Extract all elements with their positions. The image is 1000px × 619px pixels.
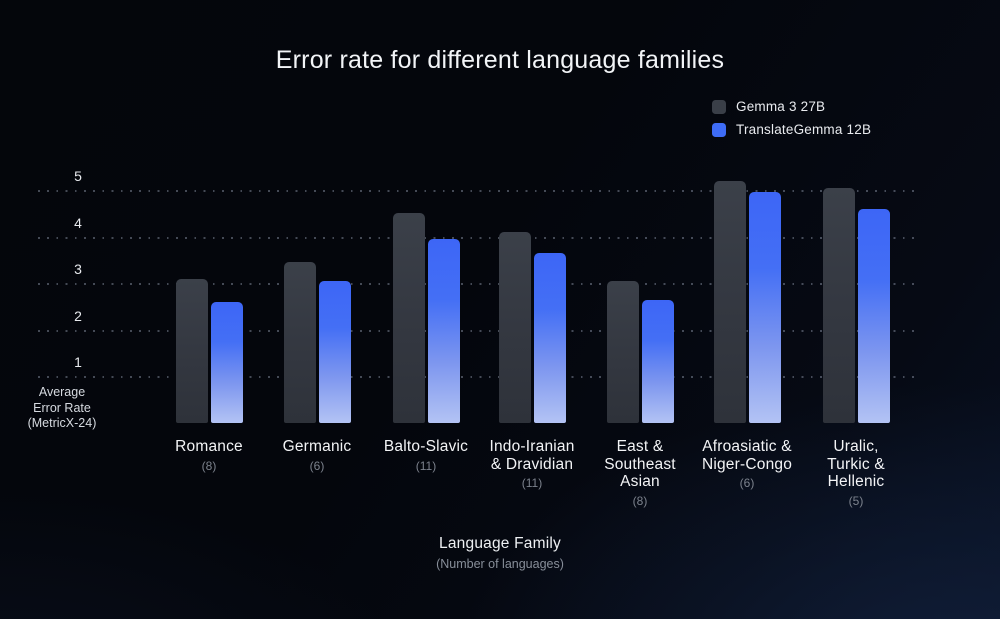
category-name-line: Balto-Slavic xyxy=(383,438,469,455)
category-name-line: Indo-Iranian xyxy=(489,438,575,455)
legend-item-gemma: Gemma 3 27B xyxy=(712,99,871,114)
category-label-5: Afroasiatic & Niger-Congo (6) xyxy=(672,438,822,490)
y-tick-label: 4 xyxy=(74,214,82,231)
y-tick-label: 2 xyxy=(74,307,82,324)
legend-item-translategemma: TranslateGemma 12B xyxy=(712,122,871,137)
category-language-count: (8) xyxy=(201,458,217,473)
category-language-count: (6) xyxy=(309,458,325,473)
bar-translategemma-0 xyxy=(210,301,243,423)
x-axis-title-sub: (Number of languages) xyxy=(436,557,564,571)
category-language-count: (5) xyxy=(848,493,864,508)
category-label-4: East & Southeast Asian (8) xyxy=(565,438,715,508)
y-axis-title-line: (MetricX-24) xyxy=(27,416,97,430)
gridline-y4 xyxy=(38,236,920,239)
bar-translategemma-5 xyxy=(748,192,781,423)
bar-gemma-6 xyxy=(822,187,855,423)
legend-label: Gemma 3 27B xyxy=(736,99,826,114)
bar-gemma-2 xyxy=(392,213,425,423)
bar-gemma-0 xyxy=(175,278,208,423)
category-name-line: Afroasiatic & xyxy=(702,438,792,455)
category-name-line: East & xyxy=(616,438,664,455)
category-name-line: Southeast xyxy=(604,455,676,473)
category-label-1: Germanic (6) xyxy=(242,438,392,473)
category-language-count: (11) xyxy=(415,458,437,473)
bar-gemma-1 xyxy=(283,262,316,423)
category-name-line: Romance xyxy=(175,438,243,455)
bar-translategemma-1 xyxy=(318,280,351,423)
bar-translategemma-6 xyxy=(857,208,890,423)
category-label-0: Romance (8) xyxy=(134,438,284,473)
y-tick-label: 5 xyxy=(74,168,82,184)
category-label-6: Uralic, Turkic & Hellenic (5) xyxy=(781,438,931,508)
gridline-y2 xyxy=(38,329,920,332)
bar-gemma-3 xyxy=(498,231,531,423)
x-axis-title: Language Family (Number of languages) xyxy=(350,535,650,571)
chart-title: Error rate for different language famili… xyxy=(275,46,725,74)
category-name-line: Asian xyxy=(620,473,660,490)
category-name-line: Germanic xyxy=(282,438,352,455)
y-tick-label: 3 xyxy=(74,261,82,278)
legend: Gemma 3 27B TranslateGemma 12B xyxy=(712,99,871,145)
legend-label: TranslateGemma 12B xyxy=(736,122,872,137)
category-language-count: (8) xyxy=(632,493,648,508)
legend-swatch-icon xyxy=(712,99,726,114)
category-name-line: Turkic & xyxy=(827,455,885,473)
category-name-line: Hellenic xyxy=(827,473,885,490)
category-label-2: Balto-Slavic (11) xyxy=(351,438,501,473)
category-label-3: Indo-Iranian & Dravidian (11) xyxy=(457,438,607,490)
y-axis-title: Average Error Rate (MetricX-24) xyxy=(6,385,118,432)
category-name-line: Niger-Congo xyxy=(701,455,793,473)
bar-gemma-4 xyxy=(606,280,639,423)
category-language-count: (11) xyxy=(521,476,543,490)
gridline-y3 xyxy=(38,283,920,286)
category-language-count: (6) xyxy=(739,476,755,490)
gridline-y5 xyxy=(38,190,920,192)
bar-translategemma-4 xyxy=(641,299,674,423)
bar-translategemma-2 xyxy=(427,238,460,423)
category-name-line: Uralic, xyxy=(833,438,879,455)
category-name-line: & Dravidian xyxy=(490,455,574,473)
y-tick-label: 1 xyxy=(74,354,82,371)
gridline-y1 xyxy=(38,376,920,379)
y-axis-title-line: Average xyxy=(38,385,86,399)
x-axis-title-main: Language Family xyxy=(439,535,561,552)
bar-gemma-5 xyxy=(713,180,746,423)
legend-swatch-icon xyxy=(712,122,726,137)
y-axis-title-line: Error Rate xyxy=(33,400,91,415)
bar-translategemma-3 xyxy=(533,252,566,423)
